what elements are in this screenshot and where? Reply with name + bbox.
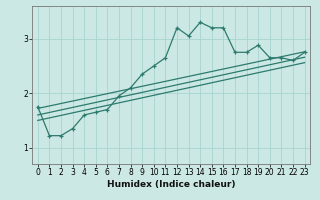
X-axis label: Humidex (Indice chaleur): Humidex (Indice chaleur) bbox=[107, 180, 236, 189]
